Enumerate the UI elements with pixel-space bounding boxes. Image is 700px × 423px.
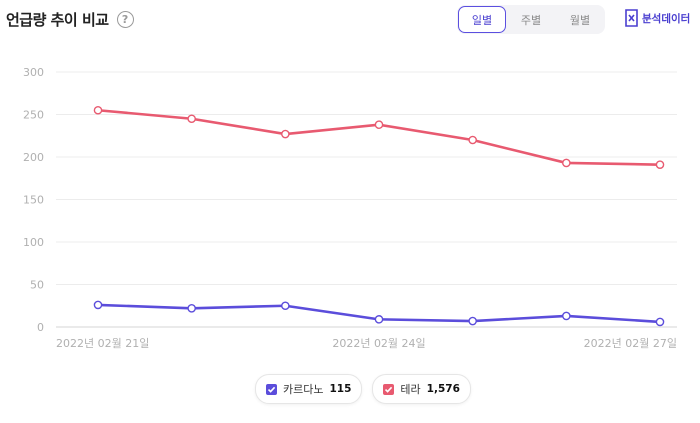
data-point (281, 301, 290, 311)
data-point (93, 105, 103, 115)
x-tick-label: 2022년 02월 27일 (584, 336, 677, 350)
checkbox-icon (266, 383, 277, 395)
data-point (187, 303, 196, 313)
y-tick-label: 200 (23, 151, 44, 164)
help-icon[interactable]: ? (116, 11, 134, 28)
data-point (468, 316, 477, 326)
chart-title: 언급량 추이 비교 (6, 11, 109, 29)
data-point (655, 317, 665, 327)
legend-item-cardano[interactable]: 카르다노 115 (255, 374, 363, 404)
data-point (187, 114, 196, 124)
tab-daily[interactable]: 일별 (458, 6, 506, 33)
y-tick-label: 300 (23, 66, 44, 79)
checkbox-icon (383, 383, 395, 395)
export-data-button[interactable]: 분석데이터 (624, 9, 690, 27)
y-tick-label: 150 (23, 194, 44, 207)
data-point (562, 158, 571, 168)
y-tick-label: 250 (23, 109, 44, 122)
y-tick-label: 100 (23, 236, 44, 249)
x-tick-label: 2022년 02월 24일 (332, 336, 425, 350)
excel-icon (625, 9, 638, 27)
tab-weekly[interactable]: 주별 (520, 13, 542, 27)
y-tick-label: 0 (37, 321, 44, 334)
data-point (281, 129, 290, 139)
data-point (655, 160, 665, 169)
legend-count: 115 (329, 383, 352, 395)
legend-item-terra[interactable]: 테라 1,576 (372, 374, 471, 404)
legend-count: 1,576 (426, 383, 460, 395)
data-point (93, 300, 103, 310)
line-chart: 0 50 100 150 200 250 300 2022년 02월 21일 2022년 02월… (23, 66, 677, 350)
period-toggle: 일별 주별 월별 (457, 5, 605, 34)
data-point (562, 311, 571, 321)
legend: 카르다노 115 테라 1,576 (255, 374, 471, 404)
data-point (468, 135, 477, 145)
x-tick-label: 2022년 02월 21일 (56, 336, 149, 350)
legend-label: 테라 (400, 383, 421, 396)
y-tick-label: 50 (30, 279, 44, 292)
data-point (374, 120, 384, 129)
tab-monthly[interactable]: 월별 (569, 13, 591, 27)
export-label: 분석데이터 (642, 12, 691, 25)
series-line (96, 108, 662, 166)
legend-label: 카르다노 (283, 383, 324, 396)
data-point (374, 315, 384, 324)
chart-header: 언급량 추이 비교 ? (6, 9, 134, 30)
